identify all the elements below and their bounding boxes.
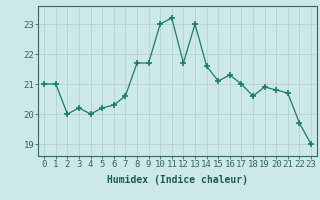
X-axis label: Humidex (Indice chaleur): Humidex (Indice chaleur) [107,175,248,185]
